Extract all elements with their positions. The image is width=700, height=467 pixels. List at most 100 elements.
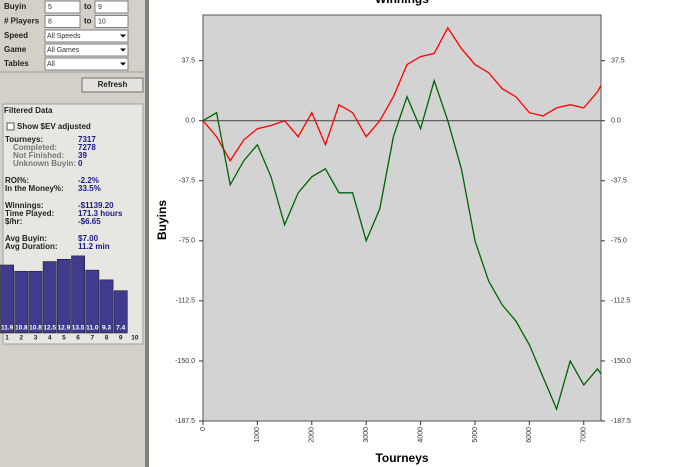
- bar: [0, 264, 14, 334]
- stat-detail-value: 39: [78, 151, 87, 160]
- chart-title: Winnings: [375, 0, 429, 6]
- y-tick-label-right: 37.5: [611, 57, 625, 64]
- y-tick-label: -150.0: [175, 358, 195, 365]
- category-label: 2: [19, 335, 23, 342]
- bar: [85, 269, 100, 334]
- input-value: 9: [98, 4, 102, 11]
- bar-label: 10.8: [15, 325, 28, 332]
- x-axis-label: Tourneys: [375, 451, 428, 465]
- bar: [56, 258, 71, 334]
- stat-value: 11.2 min: [78, 242, 110, 251]
- select[interactable]: [44, 43, 129, 57]
- filter-label: Tables: [4, 59, 29, 68]
- input[interactable]: [94, 0, 129, 14]
- input[interactable]: [44, 15, 81, 28]
- stat-detail-value: 0: [78, 159, 83, 168]
- stat-label: $/hr:: [5, 217, 22, 226]
- input[interactable]: [44, 0, 81, 14]
- x-tick-label: 6000: [526, 427, 533, 443]
- x-tick-label: 2000: [309, 427, 316, 443]
- bar: [99, 279, 114, 334]
- series-line: [202, 26, 602, 162]
- filter-label: Buyin: [4, 2, 26, 11]
- bar-label: 13.5: [72, 325, 85, 332]
- stat-label: Avg Duration:: [5, 242, 58, 251]
- refresh-button[interactable]: [81, 77, 144, 93]
- y-tick-label-right: -112.5: [611, 298, 630, 305]
- bar-label: 11.0: [86, 325, 99, 332]
- stat-label: Avg Buyin:: [5, 234, 47, 243]
- category-label: 5: [62, 335, 66, 342]
- select[interactable]: [44, 57, 129, 71]
- bar-label: 10.8: [29, 325, 42, 332]
- stat-value: 171.3 hours: [78, 209, 123, 218]
- category-label: 3: [34, 335, 38, 342]
- x-tick-label: 4000: [417, 427, 424, 443]
- y-tick-label-right: -187.5: [611, 418, 631, 425]
- x-tick-label: 0: [200, 427, 207, 431]
- input-value: 10: [98, 18, 106, 25]
- input[interactable]: [94, 15, 129, 28]
- category-label: 1: [5, 335, 9, 342]
- bar-label: 11.9: [1, 325, 14, 332]
- x-tick-label: 7000: [581, 427, 588, 443]
- filter-label: Speed: [4, 31, 28, 40]
- y-tick-label-right: -75.0: [611, 238, 627, 245]
- x-tick-label: 1000: [254, 427, 261, 443]
- category-label: 8: [105, 335, 109, 342]
- y-tick-label-right: -150.0: [611, 358, 631, 365]
- filter-label: # Players: [4, 17, 40, 26]
- stat-value: -$6.65: [78, 217, 101, 226]
- stat-label: Tourneys:: [5, 135, 43, 144]
- select-value: All Games: [47, 47, 80, 54]
- stat-value: 7317: [78, 135, 96, 144]
- bar: [14, 270, 29, 334]
- bar-label: 12.9: [58, 325, 71, 332]
- y-tick-label: -75.0: [179, 238, 195, 245]
- splitter: [145, 0, 149, 467]
- stat-value: -2.2%: [78, 176, 99, 185]
- category-label: 9: [119, 335, 123, 342]
- checkbox[interactable]: [6, 122, 15, 131]
- category-label: 4: [48, 335, 52, 342]
- bar: [113, 290, 128, 334]
- y-tick-label: -187.5: [175, 418, 195, 425]
- bar: [71, 255, 85, 334]
- filter-sep: to: [84, 2, 92, 11]
- bar: [42, 261, 57, 334]
- y-tick-label: 37.5: [181, 57, 195, 64]
- select-value: All Speeds: [47, 33, 81, 40]
- dropdown-arrow: [120, 48, 126, 52]
- stat-detail-label: Unknown Buyin:: [13, 159, 76, 168]
- y-tick-label-right: 0.0: [611, 118, 621, 125]
- dropdown-arrow: [120, 34, 126, 38]
- dropdown-arrow: [120, 62, 126, 66]
- select[interactable]: [44, 29, 129, 43]
- select-value: All: [47, 61, 55, 68]
- stat-label: Time Played:: [5, 209, 54, 218]
- stat-label: In the Money%:: [5, 184, 64, 193]
- stat-detail-label: Not Finished:: [13, 151, 64, 160]
- bar-label: 7.4: [116, 325, 125, 332]
- section-title: Filtered Data: [4, 106, 53, 115]
- stat-detail-label: Completed:: [13, 143, 57, 152]
- input-value: 5: [48, 4, 52, 11]
- checkbox-label: Show $EV adjusted: [17, 122, 91, 131]
- bar-label: 12.5: [43, 325, 56, 332]
- stat-value: $7.00: [78, 234, 99, 243]
- category-label: 7: [90, 335, 94, 342]
- bar: [28, 270, 43, 334]
- bar-label: 9.3: [102, 325, 111, 332]
- category-label: 10: [131, 335, 139, 342]
- stat-label: Winnings:: [5, 201, 44, 210]
- y-tick-label: -112.5: [176, 298, 195, 305]
- y-tick-label: 0.0: [185, 118, 195, 125]
- filter-sep: to: [84, 17, 92, 26]
- category-label: 6: [76, 335, 80, 342]
- y-tick-label: -37.5: [179, 178, 195, 185]
- plot-area: [202, 14, 602, 422]
- stat-detail-value: 7278: [78, 143, 96, 152]
- y-axis-label: Buyins: [155, 200, 169, 240]
- x-tick-label: 3000: [363, 427, 370, 443]
